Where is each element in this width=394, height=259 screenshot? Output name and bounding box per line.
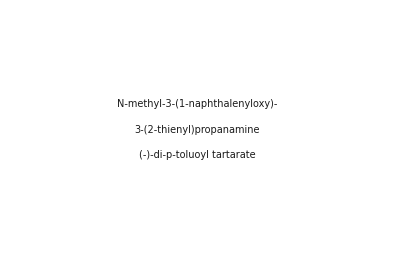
Text: (-)-di-p-toluoyl tartarate: (-)-di-p-toluoyl tartarate (139, 150, 255, 160)
Text: 3-(2-thienyl)propanamine: 3-(2-thienyl)propanamine (134, 125, 260, 134)
Text: N-methyl-3-(1-naphthalenyloxy)-: N-methyl-3-(1-naphthalenyloxy)- (117, 99, 277, 109)
